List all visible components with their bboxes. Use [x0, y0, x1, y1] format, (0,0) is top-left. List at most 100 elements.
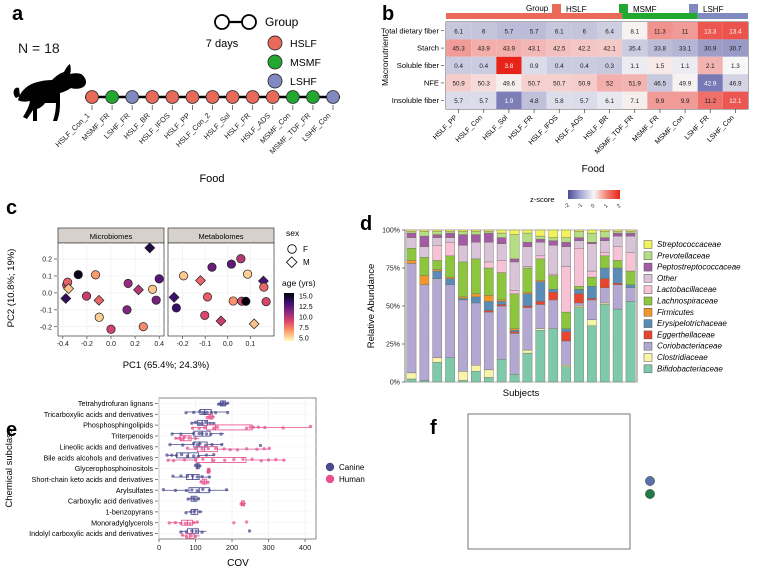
stacked-bar-segment[interactable]	[420, 230, 429, 232]
stacked-bar-segment[interactable]	[561, 341, 570, 365]
stacked-bar-segment[interactable]	[523, 266, 532, 268]
stacked-bar-segment[interactable]	[458, 298, 467, 300]
pca-point[interactable]	[172, 304, 180, 312]
stacked-bar-segment[interactable]	[433, 235, 442, 238]
stacked-bar-segment[interactable]	[549, 238, 558, 241]
stacked-bar-segment[interactable]	[574, 241, 583, 249]
pca-point[interactable]	[91, 271, 99, 279]
stacked-bar-segment[interactable]	[587, 230, 596, 233]
stacked-bar-segment[interactable]	[433, 232, 442, 235]
stacked-bar-segment[interactable]	[420, 232, 429, 237]
stacked-bar-segment[interactable]	[407, 232, 416, 234]
stacked-bar-segment[interactable]	[523, 350, 532, 353]
stacked-bar-segment[interactable]	[549, 289, 558, 292]
stacked-bar-segment[interactable]	[600, 241, 609, 253]
stacked-bar-segment[interactable]	[523, 230, 532, 233]
stacked-bar-segment[interactable]	[549, 300, 558, 329]
stacked-bar-segment[interactable]	[510, 294, 519, 329]
stacked-bar-segment[interactable]	[458, 300, 467, 371]
stacked-bar-segment[interactable]	[420, 247, 429, 258]
stacked-bar-segment[interactable]	[445, 242, 454, 256]
stacked-bar-segment[interactable]	[484, 230, 493, 232]
food-dot[interactable]	[327, 91, 340, 104]
stacked-bar-segment[interactable]	[458, 245, 467, 262]
stacked-bar-segment[interactable]	[510, 262, 519, 291]
stacked-bar-segment[interactable]	[484, 301, 493, 310]
food-dot[interactable]	[246, 91, 259, 104]
stacked-bar-segment[interactable]	[497, 230, 506, 233]
pca-point[interactable]	[260, 283, 268, 291]
stacked-bar-segment[interactable]	[433, 238, 442, 246]
stacked-bar-segment[interactable]	[600, 230, 609, 232]
pca-point[interactable]	[242, 297, 250, 305]
stacked-bar-segment[interactable]	[523, 306, 532, 308]
stacked-bar-segment[interactable]	[574, 306, 583, 308]
stacked-bar-segment[interactable]	[561, 312, 570, 329]
stacked-bar-segment[interactable]	[626, 301, 635, 382]
stacked-bar-segment[interactable]	[407, 248, 416, 260]
stacked-bar-segment[interactable]	[561, 329, 570, 332]
stacked-bar-segment[interactable]	[587, 298, 596, 300]
stacked-bar-segment[interactable]	[445, 238, 454, 243]
stacked-bar-segment[interactable]	[458, 380, 467, 382]
stacked-bar-segment[interactable]	[600, 256, 609, 268]
stacked-bar-segment[interactable]	[471, 371, 480, 382]
stacked-bar-segment[interactable]	[433, 271, 442, 279]
stacked-bar-segment[interactable]	[536, 259, 545, 280]
food-dot[interactable]	[266, 91, 279, 104]
stacked-bar-segment[interactable]	[445, 230, 454, 232]
stacked-bar-segment[interactable]	[574, 248, 583, 286]
stacked-bar-segment[interactable]	[574, 230, 583, 232]
stacked-bar-segment[interactable]	[445, 233, 454, 238]
stacked-bar-segment[interactable]	[445, 277, 454, 279]
stacked-bar-segment[interactable]	[433, 270, 442, 272]
stacked-bar-segment[interactable]	[613, 236, 622, 247]
stacked-bar-segment[interactable]	[497, 273, 506, 300]
stacked-bar-segment[interactable]	[433, 245, 442, 260]
stacked-bar-segment[interactable]	[497, 244, 506, 261]
stacked-bar-segment[interactable]	[497, 306, 506, 359]
stacked-bar-segment[interactable]	[445, 285, 454, 358]
stacked-bar-segment[interactable]	[549, 276, 558, 290]
stacked-bar-segment[interactable]	[497, 233, 506, 238]
stacked-bar-segment[interactable]	[497, 301, 506, 304]
stacked-bar-segment[interactable]	[523, 294, 532, 306]
stacked-bar-segment[interactable]	[471, 365, 480, 371]
stacked-bar-segment[interactable]	[600, 253, 609, 256]
food-dot[interactable]	[146, 91, 159, 104]
stacked-bar-segment[interactable]	[587, 286, 596, 298]
stacked-bar-segment[interactable]	[523, 233, 532, 242]
stacked-bar-segment[interactable]	[420, 257, 429, 275]
food-dot[interactable]	[226, 91, 239, 104]
stacked-bar-segment[interactable]	[497, 359, 506, 382]
stacked-bar-segment[interactable]	[549, 274, 558, 276]
stacked-bar-segment[interactable]	[523, 292, 532, 294]
stacked-bar-segment[interactable]	[626, 236, 635, 253]
stacked-bar-segment[interactable]	[536, 230, 545, 236]
stacked-bar-segment[interactable]	[471, 303, 480, 365]
pca-point[interactable]	[179, 272, 187, 280]
stacked-bar-segment[interactable]	[574, 232, 583, 238]
stacked-bar-segment[interactable]	[600, 303, 609, 305]
pca-point[interactable]	[237, 255, 245, 263]
stacked-bar-segment[interactable]	[587, 233, 596, 242]
stacked-bar-segment[interactable]	[600, 232, 609, 238]
stacked-bar-segment[interactable]	[549, 241, 558, 246]
pca-point[interactable]	[203, 293, 211, 301]
stacked-bar-segment[interactable]	[587, 242, 596, 244]
stacked-bar-segment[interactable]	[587, 277, 596, 286]
stacked-bar-segment[interactable]	[613, 285, 622, 309]
stacked-bar-segment[interactable]	[484, 232, 493, 234]
stacked-bar-segment[interactable]	[536, 301, 545, 304]
stacked-bar-segment[interactable]	[471, 294, 480, 297]
pca-point[interactable]	[82, 292, 90, 300]
stacked-bar-segment[interactable]	[510, 259, 519, 262]
stacked-bar-segment[interactable]	[433, 362, 442, 382]
stacked-bar-segment[interactable]	[497, 300, 506, 302]
stacked-bar-segment[interactable]	[458, 297, 467, 299]
stacked-bar-segment[interactable]	[613, 233, 622, 236]
stacked-bar-segment[interactable]	[471, 297, 480, 303]
stacked-bar-segment[interactable]	[536, 242, 545, 256]
food-dot[interactable]	[86, 91, 99, 104]
pca-point[interactable]	[124, 279, 132, 287]
